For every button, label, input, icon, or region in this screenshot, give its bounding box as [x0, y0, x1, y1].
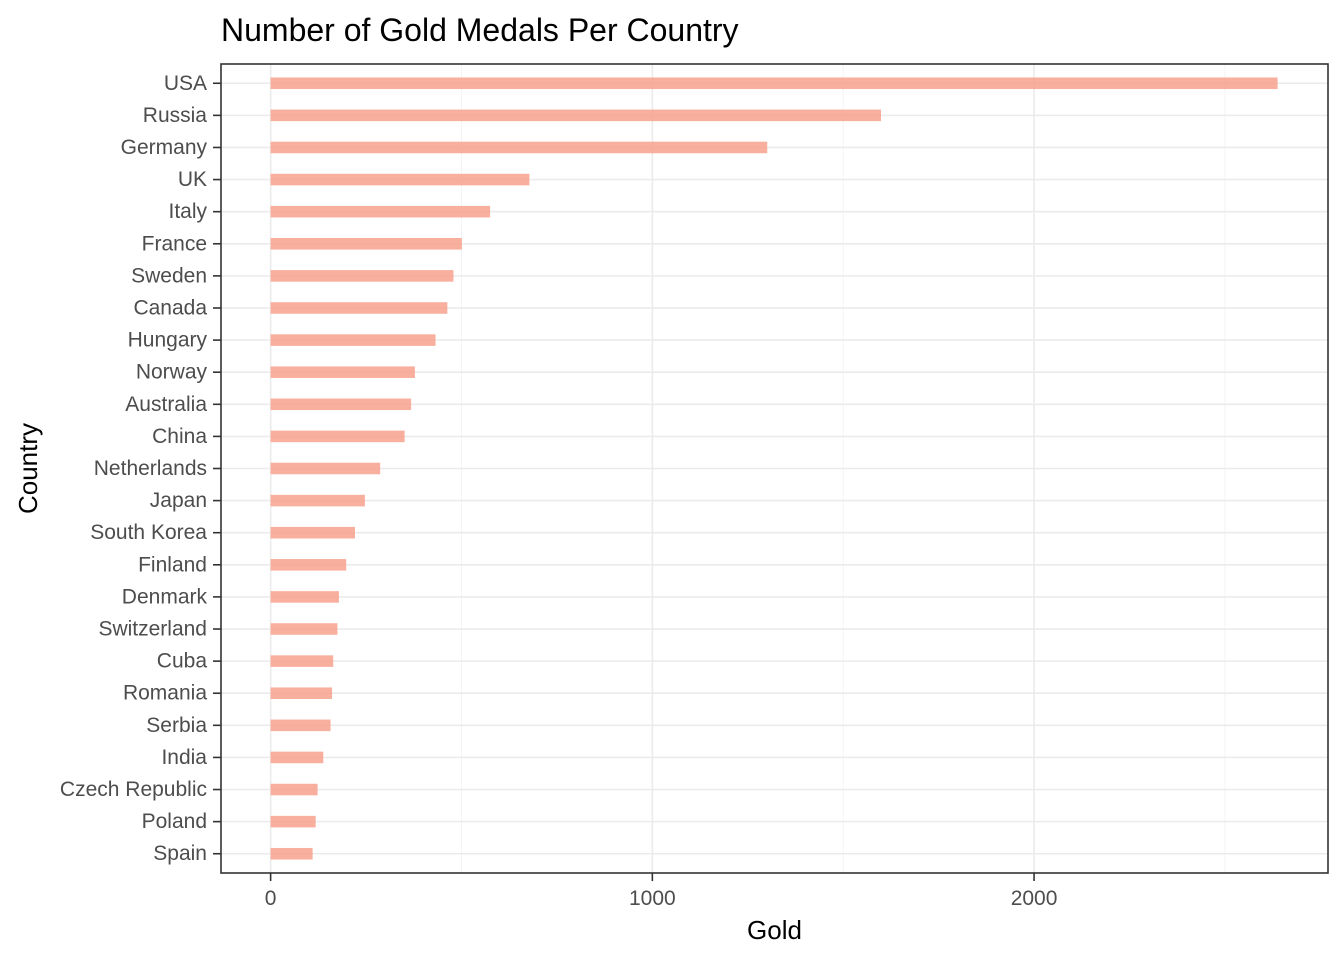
bar — [270, 494, 365, 507]
y-tick-label: Norway — [136, 361, 208, 384]
y-tick-label: Germany — [121, 136, 208, 159]
y-tick-label: Hungary — [128, 329, 208, 352]
y-tick-label: Canada — [133, 296, 207, 319]
bar — [270, 205, 491, 218]
bar — [270, 302, 448, 314]
bar — [270, 77, 1278, 90]
bar — [270, 398, 412, 411]
bar — [270, 430, 405, 443]
bar — [270, 719, 331, 732]
bar — [270, 270, 454, 282]
bar — [270, 751, 324, 764]
x-axis: 0 1000 2000 — [265, 873, 1058, 910]
y-tick-label: Russia — [143, 104, 208, 127]
bar — [270, 141, 768, 154]
x-axis-title: Gold — [747, 915, 802, 945]
y-tick-label: Italy — [168, 200, 207, 223]
x-tick-label: 1000 — [629, 887, 676, 910]
y-tick-label: Finland — [138, 553, 207, 576]
y-tick-label: Switzerland — [98, 618, 207, 641]
y-tick-label: Czech Republic — [60, 778, 207, 801]
y-tick-label: Spain — [153, 842, 207, 865]
bar — [270, 655, 334, 667]
y-axis: USA Russia Germany UK Italy France Sweden Canad… — [60, 72, 221, 865]
bar — [270, 462, 381, 475]
bar — [270, 334, 436, 346]
y-tick-label: Romania — [123, 682, 207, 705]
y-tick-label: UK — [178, 168, 207, 191]
x-tick-label: 2000 — [1011, 887, 1058, 910]
y-tick-label: Cuba — [157, 650, 208, 673]
y-tick-label: Sweden — [131, 264, 207, 287]
bars — [270, 77, 1278, 860]
y-tick-label: South Korea — [90, 521, 207, 544]
y-tick-label: Australia — [125, 393, 207, 416]
bar — [270, 591, 339, 603]
y-axis-title: Country — [13, 423, 43, 514]
bar — [270, 847, 313, 860]
y-tick-label: India — [161, 746, 207, 769]
bar — [270, 687, 333, 700]
bar — [270, 526, 355, 539]
chart-title: Number of Gold Medals Per Country — [221, 12, 739, 48]
bar — [270, 237, 462, 250]
y-tick-label: France — [142, 232, 207, 255]
bar — [270, 559, 347, 571]
y-tick-label: Japan — [150, 489, 207, 512]
y-tick-label: Serbia — [146, 714, 207, 737]
bar — [270, 173, 530, 186]
x-tick-label: 0 — [265, 887, 277, 910]
y-tick-label: USA — [164, 72, 207, 95]
bar — [270, 623, 338, 635]
bar — [270, 783, 318, 796]
y-tick-label: Poland — [142, 810, 207, 833]
bar — [270, 815, 316, 828]
bar — [270, 366, 415, 378]
y-tick-label: Netherlands — [94, 457, 207, 480]
y-tick-label: Denmark — [122, 585, 208, 608]
y-tick-label: China — [152, 425, 207, 448]
bar — [270, 109, 882, 122]
